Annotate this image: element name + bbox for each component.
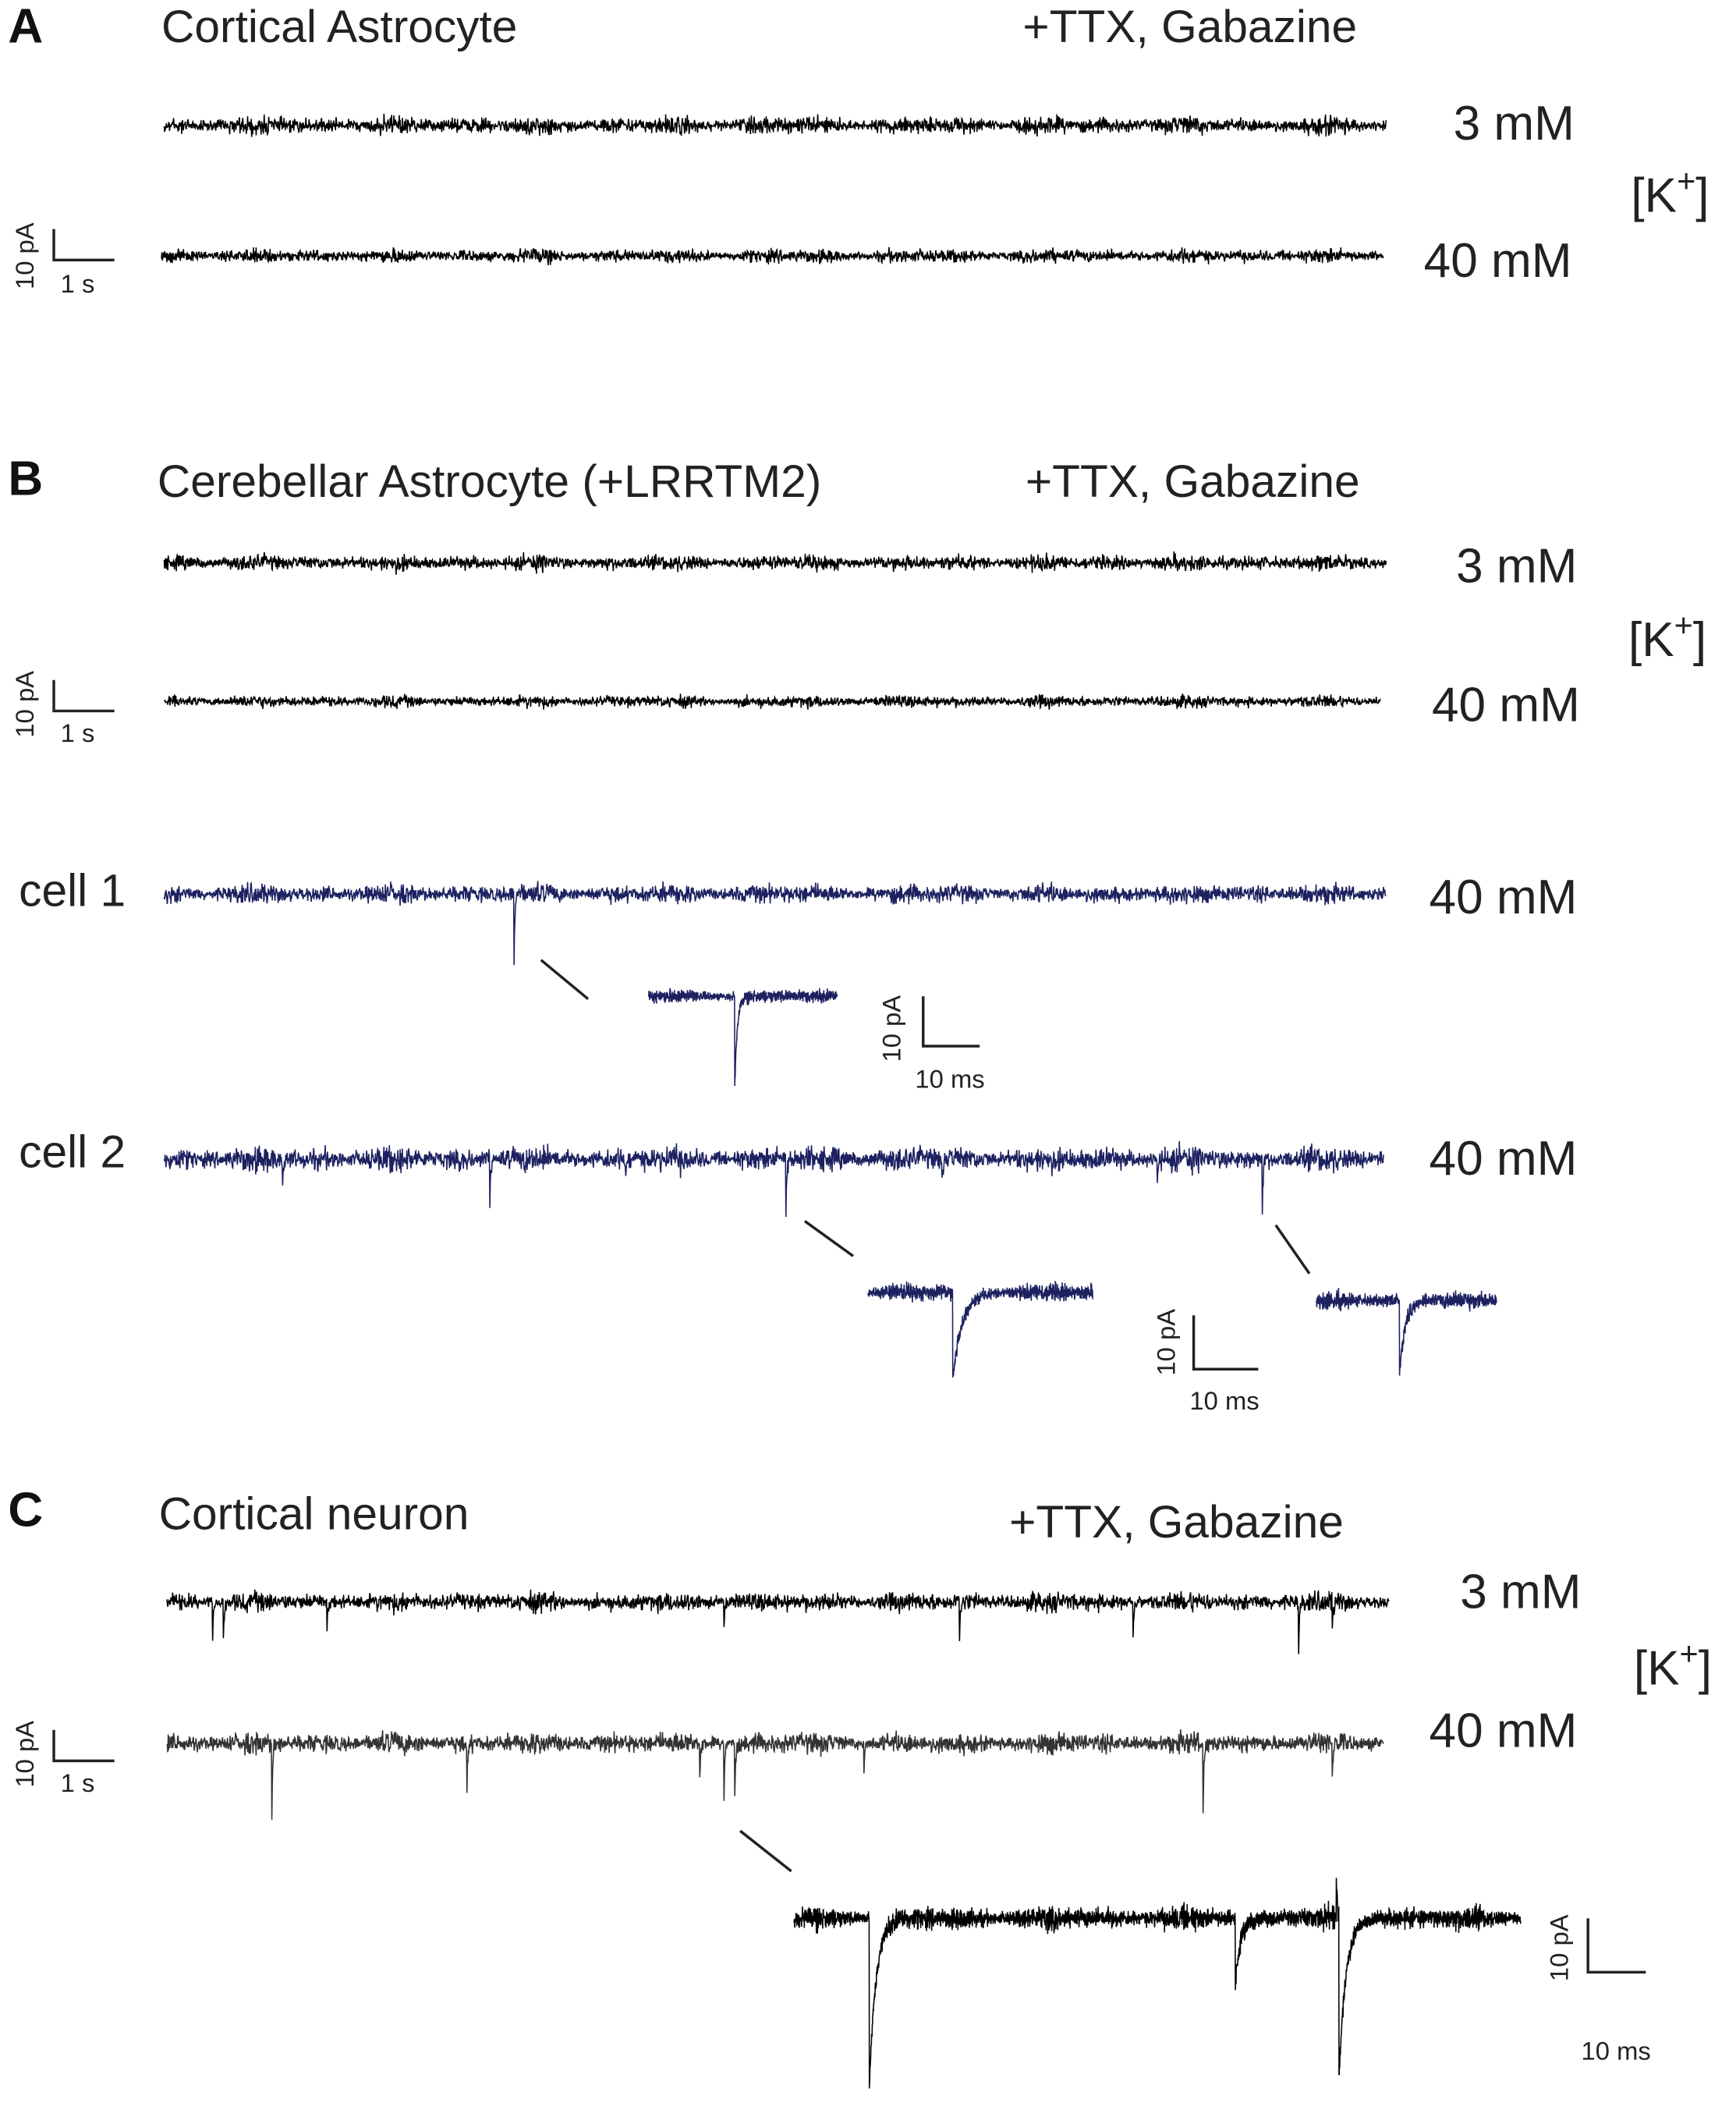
scale-time: 10 ms (1189, 1386, 1259, 1415)
panel-title: Cerebellar Astrocyte (+LRRTM2) (158, 456, 821, 507)
current-trace (867, 1281, 1093, 1378)
connector (803, 1220, 855, 1257)
concentration: 3 mM (1456, 540, 1577, 594)
scale-time: 1 s (61, 269, 95, 298)
current-trace (161, 246, 1384, 266)
scale-current: 10 pA (1151, 1309, 1180, 1376)
cell-label: cell 2 (19, 1126, 126, 1177)
connector (540, 959, 590, 1001)
scale-bar (52, 679, 115, 713)
scale-time: 10 ms (1582, 2036, 1651, 2065)
ion-label: [K+] (1634, 1636, 1712, 1696)
current-trace (1315, 1288, 1497, 1376)
scale-bar (1192, 1315, 1259, 1371)
condition: +TTX, Gabazine (1022, 2, 1357, 52)
condition: +TTX, Gabazine (1009, 1497, 1344, 1548)
scale-time: 10 ms (915, 1065, 984, 1094)
ion-label: [K+] (1631, 163, 1709, 223)
current-trace (647, 988, 838, 1087)
current-trace (163, 881, 1387, 966)
current-trace (163, 551, 1387, 575)
current-trace (166, 1729, 1384, 1820)
scale-current: 10 pA (1544, 1914, 1573, 1981)
current-trace (163, 113, 1387, 137)
concentration: 3 mM (1460, 1566, 1581, 1619)
cell-label: cell 1 (19, 866, 126, 917)
current-trace (166, 1589, 1390, 1654)
panel-title: Cortical Astrocyte (161, 2, 517, 52)
scale-current: 10 pA (877, 995, 905, 1062)
scale-bar (922, 996, 980, 1048)
scale-bar (52, 229, 115, 262)
scale-current: 10 pA (10, 671, 39, 738)
current-trace (793, 1878, 1522, 2089)
connector (739, 1829, 792, 1873)
condition: +TTX, Gabazine (1026, 456, 1360, 507)
panel-label: B (8, 452, 43, 505)
scale-current: 10 pA (10, 1721, 39, 1788)
panel-label: A (8, 0, 43, 54)
panel-title: Cortical neuron (159, 1489, 469, 1540)
connector (1274, 1224, 1311, 1275)
concentration: 40 mM (1424, 234, 1572, 288)
concentration: 3 mM (1454, 97, 1575, 151)
scale-bar (52, 1729, 115, 1763)
concentration: 40 mM (1432, 678, 1580, 732)
scale-current: 10 pA (10, 222, 39, 289)
current-trace (163, 1140, 1384, 1218)
scale-time: 1 s (61, 1768, 95, 1797)
current-trace (163, 693, 1381, 711)
concentration: 40 mM (1430, 871, 1578, 924)
concentration: 40 mM (1430, 1132, 1578, 1186)
scale-time: 1 s (61, 718, 95, 747)
scale-bar (1586, 1918, 1646, 1974)
concentration: 40 mM (1430, 1704, 1578, 1757)
panel-label: C (8, 1483, 43, 1537)
ion-label: [K+] (1628, 607, 1706, 667)
traces (161, 113, 1522, 2089)
